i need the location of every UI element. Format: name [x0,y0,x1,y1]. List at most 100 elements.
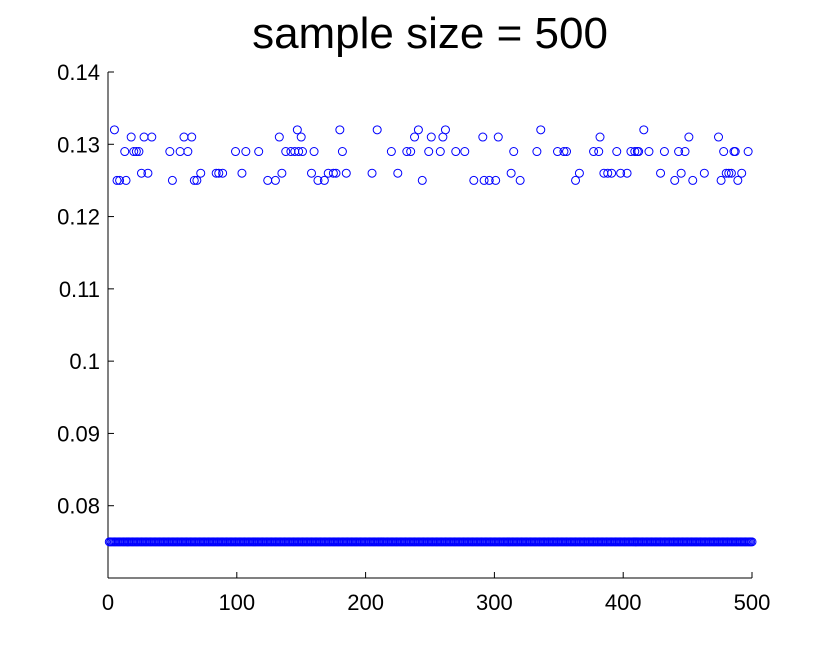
data-point [129,147,139,157]
x-tick-label: 200 [347,590,384,615]
data-point [331,168,341,178]
data-point [733,175,743,185]
y-tick-label: 0.13 [57,132,100,157]
data-point [120,147,130,157]
data-point [187,132,197,142]
data-point [491,175,501,185]
data-point [413,125,423,135]
data-point [393,168,403,178]
data-point [440,125,450,135]
data-point [254,147,264,157]
data-point [589,147,599,157]
data-point [616,168,626,178]
data-point [367,168,377,178]
data-point [237,168,247,178]
data-point [743,147,753,157]
data-point [241,147,251,157]
data-point [594,147,604,157]
data-point [337,147,347,157]
data-point [684,132,694,142]
data-point [167,175,177,185]
data-point [218,168,228,178]
data-point [165,147,175,157]
data-point [674,147,684,157]
data-point [270,175,280,185]
y-tick-label: 0.14 [57,60,100,85]
data-point [630,147,640,157]
data-point [126,132,136,142]
data-point [676,168,686,178]
data-point [121,175,131,185]
data-point [639,125,649,135]
data-point [737,168,747,178]
data-point [724,168,734,178]
data-point [292,125,302,135]
data-point [716,175,726,185]
x-tick-label: 300 [476,590,513,615]
chart-title: sample size = 500 [252,9,608,58]
x-tick-label: 400 [605,590,642,615]
y-tick-label: 0.1 [69,349,100,374]
data-point [726,168,736,178]
x-tick-label: 100 [218,590,255,615]
data-point [328,168,338,178]
data-point [189,175,199,185]
data-point [341,168,351,178]
data-points [104,125,757,547]
data-point [479,175,489,185]
data-point [313,175,323,185]
data-point [562,147,572,157]
data-point [410,132,420,142]
data-point [559,147,569,157]
data-point [670,175,680,185]
y-tick-label: 0.11 [59,277,100,302]
data-point [134,147,144,157]
data-point [417,175,427,185]
data-point [699,168,709,178]
data-point [536,125,546,135]
axes: 0.08 0.09 0.1 0.11 0.12 0.13 0.14 0 100 200 300 400… [57,60,770,615]
data-point [634,147,644,157]
data-point [143,168,153,178]
data-point [509,147,519,157]
data-point [571,175,581,185]
data-point [719,147,729,157]
data-point [426,132,436,142]
data-point [335,125,345,135]
data-point [714,132,724,142]
data-point [307,168,317,178]
data-point [730,147,740,157]
data-point [115,175,125,185]
data-point [484,175,494,185]
data-point [532,147,542,157]
data-point [680,147,690,157]
data-point [136,168,146,178]
data-point [451,147,461,157]
data-point [179,132,189,142]
data-point [612,147,622,157]
data-point [515,175,525,185]
data-point [574,168,584,178]
data-point [297,147,307,157]
data-point [196,168,206,178]
data-point [231,147,241,157]
data-point [478,132,488,142]
data-point [175,147,185,157]
data-point [112,175,122,185]
data-point [506,168,516,178]
y-tick-label: 0.09 [57,421,100,446]
data-point [211,168,221,178]
data-point [109,125,119,135]
data-point [183,147,193,157]
y-tick-label: 0.12 [57,205,100,230]
data-point [406,147,416,157]
data-point [214,168,224,178]
data-point [402,147,412,157]
data-point [469,175,479,185]
data-point [622,168,632,178]
x-tick-label: 500 [734,590,771,615]
data-point [147,132,157,142]
data-point [435,147,445,157]
data-point [263,175,273,185]
